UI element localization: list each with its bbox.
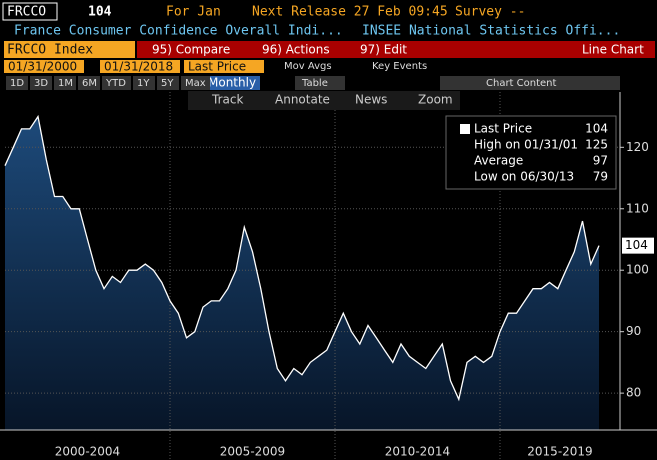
period-label: 1D: [10, 78, 24, 89]
actions-button[interactable]: 96) Actions: [262, 43, 330, 57]
start-date-field[interactable]: [4, 60, 84, 73]
ticker-box: [2, 2, 58, 21]
key-events[interactable]: Key Events: [372, 61, 427, 72]
y-tick-label: 120: [626, 140, 649, 154]
chart-type[interactable]: Line Chart: [582, 43, 644, 57]
period-button[interactable]: [30, 76, 52, 90]
menu-bar: [137, 41, 655, 58]
end-date: 01/31/2018: [104, 60, 173, 74]
period-button[interactable]: [54, 76, 76, 90]
survey: Survey --: [455, 5, 525, 20]
legend-label: High on 01/31/01: [474, 138, 578, 152]
last-value: 104: [625, 238, 648, 252]
last-value-tag: [622, 237, 654, 254]
tool[interactable]: Track: [211, 93, 243, 107]
period-label: 5Y: [161, 78, 174, 89]
legend-label: Low on 06/30/13: [474, 170, 574, 184]
security-field[interactable]: [4, 41, 135, 58]
mov-avgs[interactable]: Mov Avgs: [284, 61, 332, 72]
chart-content-button[interactable]: [440, 76, 620, 90]
next-release: Next Release 27 Feb 09:45: [252, 5, 448, 20]
period-label: 6M: [82, 78, 97, 89]
end-date-field[interactable]: [100, 60, 180, 73]
period-button[interactable]: [133, 76, 155, 90]
tools-bar: [188, 91, 460, 110]
legend-value: 125: [585, 138, 608, 152]
period-label: 1M: [58, 78, 73, 89]
period-button[interactable]: [181, 76, 210, 90]
y-tick-label: 110: [626, 201, 649, 215]
period-label: YTD: [105, 78, 126, 89]
tool[interactable]: News: [355, 93, 387, 107]
start-date: 01/31/2000: [8, 60, 77, 74]
legend-value: 104: [585, 122, 608, 136]
period-button[interactable]: [6, 76, 28, 90]
x-group-label: 2010-2014: [385, 445, 450, 459]
period-button[interactable]: [78, 76, 100, 90]
table-button[interactable]: [295, 76, 345, 90]
tool[interactable]: Zoom: [418, 93, 453, 107]
description: France Consumer Confidence Overall Indi.…: [14, 24, 343, 39]
x-group-label: 2000-2004: [55, 445, 120, 459]
legend-value: 79: [593, 170, 608, 184]
legend-label: Average: [474, 154, 523, 168]
y-tick-label: 100: [626, 263, 649, 277]
legend-label: Last Price: [474, 122, 532, 136]
source: INSEE National Statistics Offi...: [362, 24, 620, 39]
legend-box: [445, 115, 617, 190]
edit-button[interactable]: 97) Edit: [360, 43, 407, 57]
price: 104: [88, 5, 112, 20]
period-label: 1Y: [137, 78, 150, 89]
field: Last Price: [188, 60, 246, 74]
y-tick-label: 90: [626, 324, 641, 338]
period-button[interactable]: [157, 76, 179, 90]
frequency-select[interactable]: [205, 76, 260, 90]
period-button[interactable]: [102, 76, 131, 90]
security: FRCCO Index: [7, 43, 93, 58]
tool[interactable]: Annotate: [275, 93, 330, 107]
x-group-label: 2015-2019: [527, 445, 592, 459]
field-select[interactable]: [184, 60, 264, 73]
legend-value: 97: [593, 154, 608, 168]
period-label: 3D: [34, 78, 48, 89]
table-label: Table: [301, 78, 328, 89]
y-tick-label: 80: [626, 386, 641, 400]
ticker: FRCCO: [7, 5, 46, 20]
frequency: Monthly: [208, 76, 256, 90]
legend-swatch: [460, 124, 470, 134]
x-group-label: 2005-2009: [220, 445, 285, 459]
area: [5, 116, 599, 430]
for-label: For Jan: [166, 5, 221, 20]
chart-content: Chart Content: [486, 78, 557, 89]
period-label: Max: [185, 78, 206, 89]
line: [4, 114, 600, 402]
compare-button[interactable]: 95) Compare: [152, 43, 230, 57]
